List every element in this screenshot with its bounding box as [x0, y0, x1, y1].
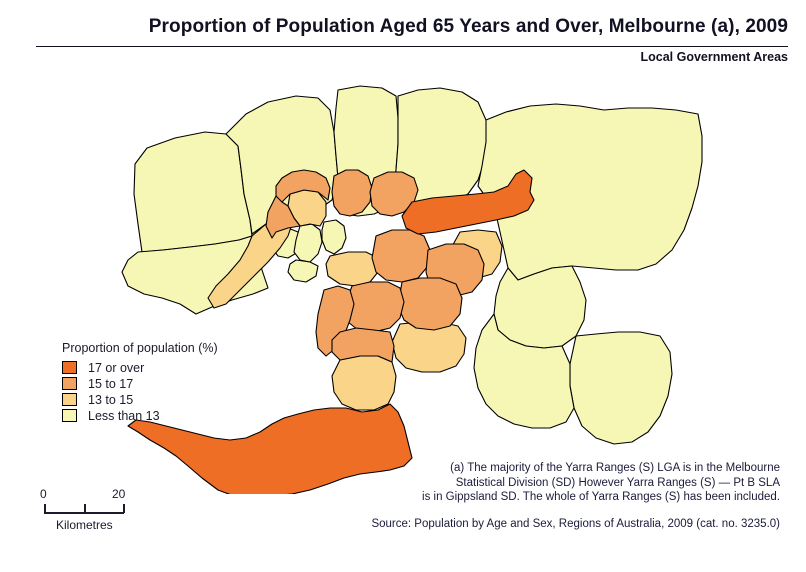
footnote-line-2: Statistical Division (SD) However Yarra …: [455, 476, 780, 489]
map-region-darebin[interactable]: [331, 169, 373, 217]
map-region-yarra[interactable]: [321, 219, 347, 255]
choropleth-map: [0, 74, 806, 494]
source-note: Source: Population by Age and Sex, Regio…: [371, 518, 780, 530]
scale-bar-min-label: 0: [40, 487, 47, 501]
map-region-melbourne[interactable]: [293, 223, 323, 263]
scale-bar-tick-start: [44, 504, 46, 513]
scale-bar-tick-mid: [84, 504, 86, 513]
map-region-cardinia[interactable]: [569, 331, 673, 445]
legend-swatch-icon: [62, 361, 77, 374]
legend-item-less-than-13[interactable]: Less than 13: [62, 408, 272, 423]
scale-bar-numbers: 0 20: [40, 487, 190, 502]
map-region-port-phillip[interactable]: [287, 259, 319, 283]
title-divider: [36, 46, 788, 47]
scale-bar-max-label: 20: [112, 487, 126, 501]
map-region-moreland[interactable]: [265, 169, 331, 239]
scale-bar: 0 20 Kilometres: [40, 487, 190, 532]
legend-item-label: 15 to 17: [88, 376, 134, 391]
legend-title: Proportion of population (%): [62, 341, 218, 355]
map-region-boroondara[interactable]: [371, 229, 431, 283]
map-region-mornington-peninsula[interactable]: [127, 403, 413, 494]
map-region-manningham[interactable]: [401, 169, 535, 235]
scale-bar-units-label: Kilometres: [56, 518, 113, 532]
legend-item-17-or-over[interactable]: 17 or over: [62, 360, 272, 375]
legend-swatch-icon: [62, 409, 77, 422]
legend-item-13-to-15[interactable]: 13 to 15: [62, 392, 272, 407]
map-region-melton[interactable]: [133, 131, 253, 253]
map-region-kingston[interactable]: [331, 327, 395, 363]
footnote-block: (a) The majority of the Yarra Ranges (S)…: [352, 461, 780, 505]
map-region-monash[interactable]: [397, 277, 463, 331]
legend-item-label: Less than 13: [88, 408, 160, 423]
footnote-line-3: is in Gippsland SD. The whole of Yarra R…: [422, 491, 780, 503]
page-subtitle: Local Government Areas: [640, 50, 788, 64]
legend-swatch-icon: [62, 377, 77, 390]
footnote-line-1: (a) The majority of the Yarra Ranges (S)…: [450, 462, 780, 474]
legend-swatch-icon: [62, 393, 77, 406]
map-legend: Proportion of population (%) 17 or over …: [62, 341, 272, 424]
legend-item-label: 13 to 15: [88, 392, 134, 407]
legend-item-label: 17 or over: [88, 360, 145, 375]
scale-bar-tick-end: [123, 504, 125, 513]
map-region-stonnington[interactable]: [325, 251, 379, 287]
page-title: Proportion of Population Aged 65 Years a…: [148, 16, 788, 37]
scale-bar-graphic: [40, 504, 190, 514]
map-region-knox[interactable]: [493, 265, 587, 349]
legend-item-15-to-17[interactable]: 15 to 17: [62, 376, 272, 391]
map-region-frankston[interactable]: [331, 355, 397, 411]
map-region-casey[interactable]: [473, 313, 575, 429]
